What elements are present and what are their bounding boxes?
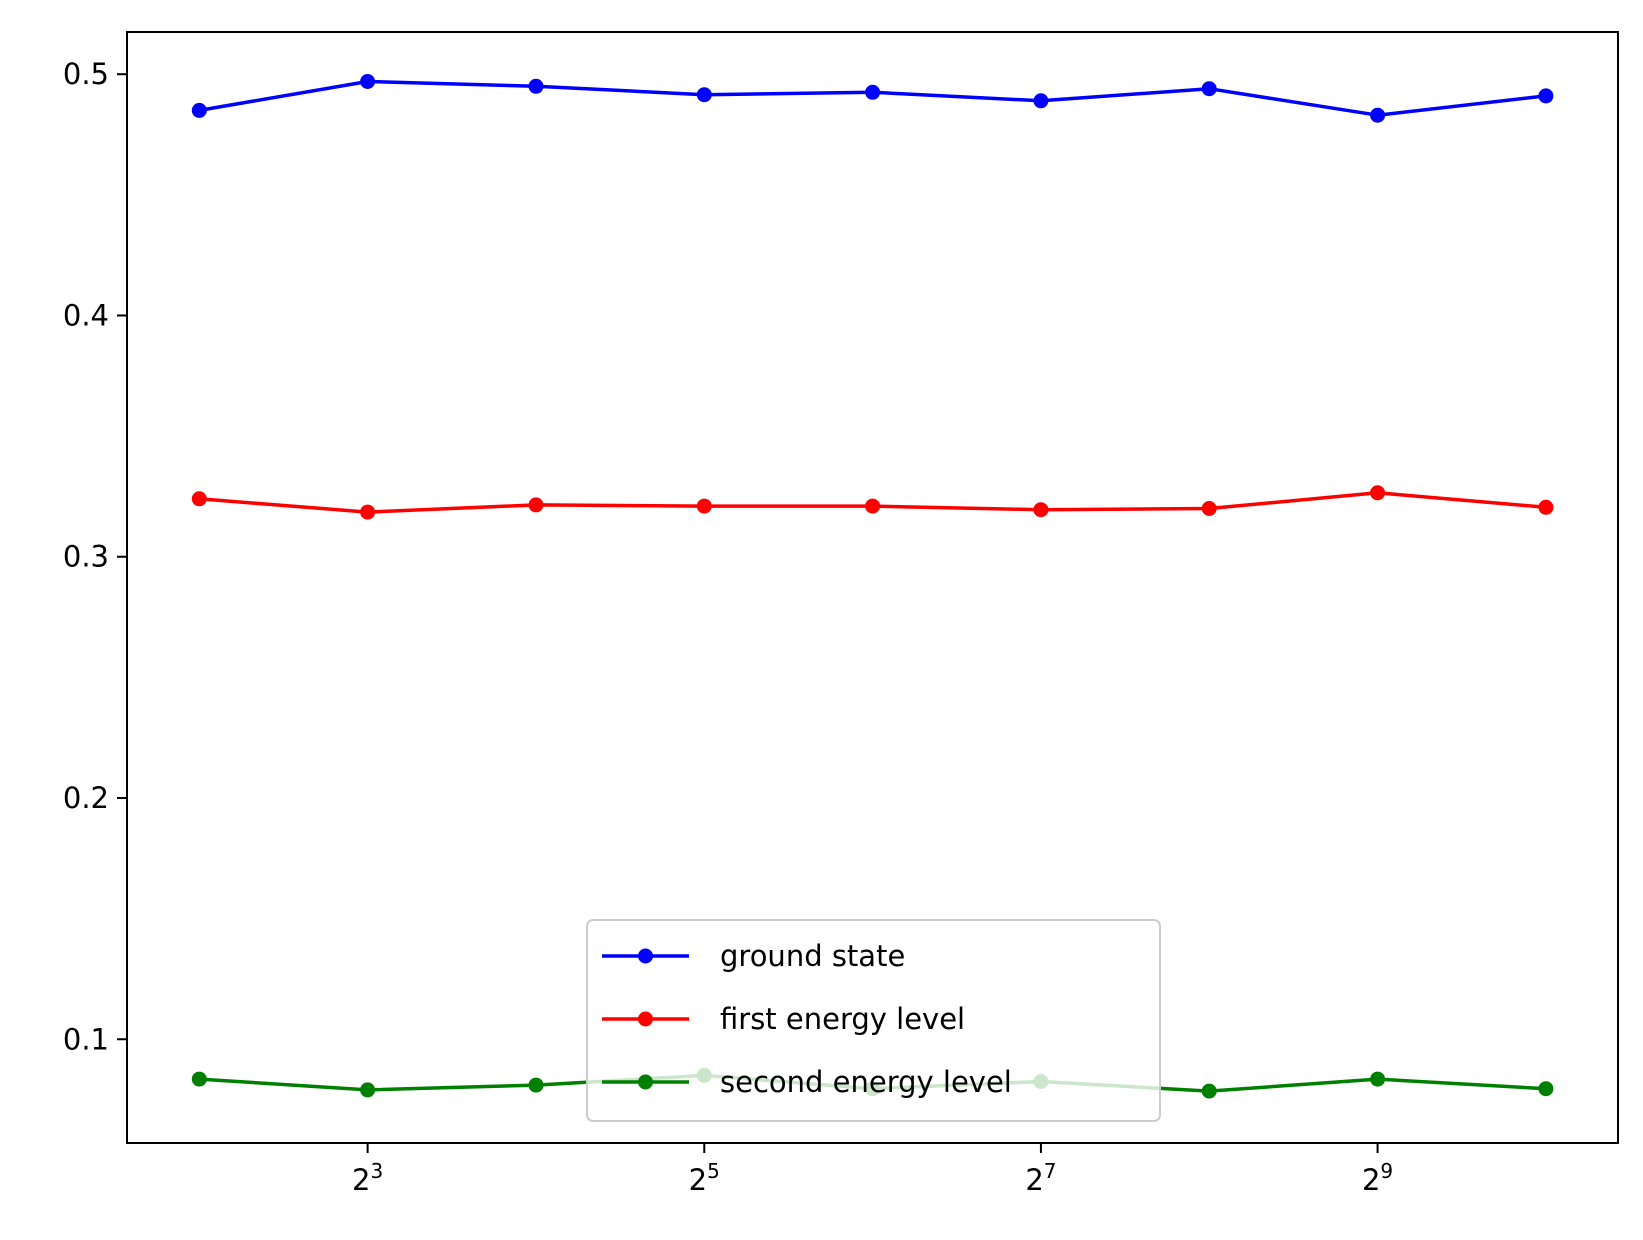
data-point <box>1538 1081 1554 1097</box>
data-point <box>865 84 881 100</box>
legend-item: first energy level <box>602 1002 965 1036</box>
data-point <box>528 78 544 94</box>
legend-label: second energy level <box>720 1065 1012 1099</box>
y-tick-label: 0.3 <box>63 540 109 574</box>
legend-label: ground state <box>720 939 905 973</box>
data-point <box>191 491 207 507</box>
data-point <box>1370 1071 1386 1087</box>
x-tick-label: 25 <box>689 1159 720 1197</box>
data-point <box>865 498 881 514</box>
legend-box <box>586 919 1161 1122</box>
data-point <box>1201 501 1217 516</box>
x-tick-label: 27 <box>1025 1159 1056 1197</box>
data-point <box>1201 1083 1217 1099</box>
y-tick-label: 0.5 <box>63 57 109 91</box>
data-point <box>1538 499 1554 515</box>
data-point <box>1370 107 1386 123</box>
series-layer <box>191 74 1554 1099</box>
legend: ground state first energy level second ene… <box>586 919 1161 1122</box>
data-point <box>191 102 207 118</box>
x-axis: 23 25 27 29 <box>352 1143 1393 1197</box>
x-tick-label: 29 <box>1362 1159 1393 1197</box>
data-point <box>528 497 544 513</box>
y-axis: 0.1 0.2 0.3 0.4 0.5 <box>63 57 127 1056</box>
data-point <box>1370 485 1386 501</box>
legend-label: first energy level <box>720 1002 965 1036</box>
data-point <box>360 74 376 89</box>
legend-swatch-marker <box>638 1074 653 1090</box>
x-tick-label: 23 <box>352 1159 383 1197</box>
legend-swatch-marker <box>638 1011 653 1027</box>
data-point <box>528 1077 544 1093</box>
data-point <box>1033 502 1049 518</box>
data-point <box>191 1071 207 1087</box>
y-tick-label: 0.2 <box>63 781 109 815</box>
legend-swatch-marker <box>638 948 653 964</box>
legend-item: second energy level <box>602 1065 1012 1099</box>
y-tick-label: 0.1 <box>63 1022 109 1056</box>
data-point <box>360 1082 376 1098</box>
data-point <box>360 504 376 520</box>
data-point <box>1033 93 1049 109</box>
legend-item: ground state <box>602 939 905 973</box>
axes-frame <box>126 31 1619 1144</box>
series-1 <box>191 485 1554 520</box>
data-point <box>696 87 712 103</box>
series-0 <box>191 74 1554 123</box>
y-tick-label: 0.4 <box>63 298 109 332</box>
data-point <box>696 498 712 514</box>
data-point <box>1201 81 1217 97</box>
data-point <box>1538 88 1554 104</box>
